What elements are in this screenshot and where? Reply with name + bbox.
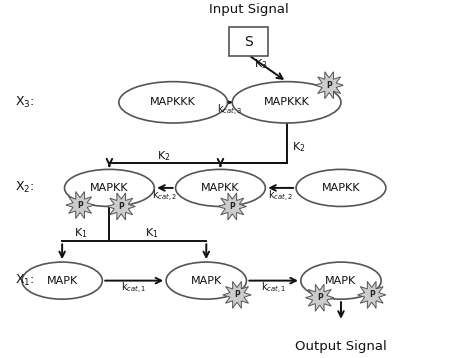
Text: K$_2$: K$_2$ bbox=[157, 150, 171, 164]
Ellipse shape bbox=[64, 169, 155, 207]
Ellipse shape bbox=[296, 169, 386, 207]
Ellipse shape bbox=[166, 262, 246, 299]
Text: P: P bbox=[229, 202, 235, 211]
Text: k$_{cat,1}$: k$_{cat,1}$ bbox=[261, 281, 286, 296]
FancyBboxPatch shape bbox=[229, 27, 268, 56]
Text: k$_{cat,2}$: k$_{cat,2}$ bbox=[268, 189, 293, 204]
Text: MAPKK: MAPKK bbox=[90, 183, 128, 193]
Polygon shape bbox=[107, 193, 136, 220]
Text: P: P bbox=[77, 200, 83, 209]
Text: MAPKKK: MAPKKK bbox=[264, 97, 310, 107]
Text: MAPK: MAPK bbox=[325, 276, 356, 286]
Text: MAPKK: MAPKK bbox=[322, 183, 360, 193]
Text: K$_1$: K$_1$ bbox=[74, 226, 88, 240]
Polygon shape bbox=[315, 72, 343, 99]
Polygon shape bbox=[357, 281, 386, 308]
Text: Input Signal: Input Signal bbox=[209, 3, 289, 16]
Text: P: P bbox=[317, 293, 323, 302]
Text: X$_3$:: X$_3$: bbox=[15, 95, 34, 110]
Text: X$_2$:: X$_2$: bbox=[15, 180, 34, 195]
Polygon shape bbox=[218, 193, 246, 220]
Polygon shape bbox=[66, 192, 94, 218]
Ellipse shape bbox=[175, 169, 265, 207]
Text: S: S bbox=[245, 35, 253, 49]
Ellipse shape bbox=[301, 262, 381, 299]
Text: k$_{cat,1}$: k$_{cat,1}$ bbox=[121, 281, 147, 296]
Text: k$_{cat,3}$: k$_{cat,3}$ bbox=[217, 103, 242, 118]
Text: MAPK: MAPK bbox=[46, 276, 78, 286]
Text: K$_2$: K$_2$ bbox=[292, 140, 306, 154]
Text: MAPK: MAPK bbox=[191, 276, 222, 286]
Ellipse shape bbox=[119, 82, 228, 123]
Text: K$_3$: K$_3$ bbox=[254, 57, 267, 71]
Ellipse shape bbox=[232, 82, 341, 123]
Polygon shape bbox=[223, 281, 251, 308]
Text: MAPKK: MAPKK bbox=[201, 183, 240, 193]
Ellipse shape bbox=[22, 262, 102, 299]
Text: K$_1$: K$_1$ bbox=[145, 226, 159, 240]
Text: X$_1$:: X$_1$: bbox=[15, 273, 34, 288]
Text: P: P bbox=[369, 290, 374, 299]
Text: Output Signal: Output Signal bbox=[295, 340, 387, 353]
Polygon shape bbox=[306, 284, 334, 311]
Text: k$_{cat,2}$: k$_{cat,2}$ bbox=[152, 189, 177, 204]
Text: P: P bbox=[118, 202, 124, 211]
Text: MAPKKK: MAPKKK bbox=[150, 97, 196, 107]
Text: P: P bbox=[234, 290, 240, 299]
Text: P: P bbox=[326, 81, 332, 90]
